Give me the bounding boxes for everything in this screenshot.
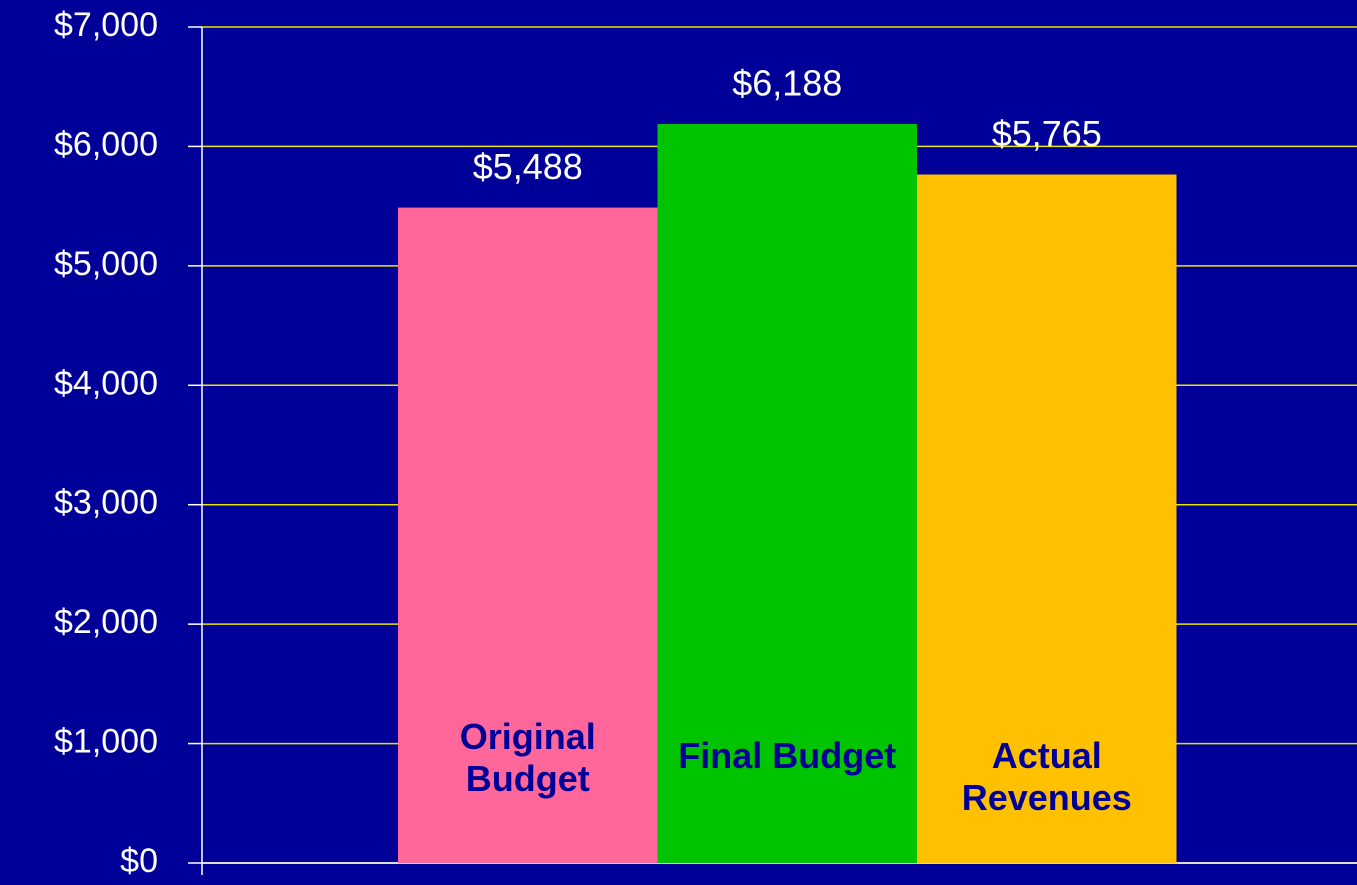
y-tick-label: $7,000 (54, 6, 158, 44)
value-label: $5,765 (992, 113, 1102, 154)
bar (917, 174, 1177, 864)
bar (398, 207, 658, 864)
y-tick-label: $1,000 (54, 723, 158, 761)
x-tick-label: Final Budget (678, 735, 897, 776)
bar (657, 123, 917, 863)
y-tick-label: $4,000 (54, 364, 158, 402)
y-tick-label: $2,000 (54, 603, 158, 641)
y-tick-label: $0 (120, 842, 158, 880)
x-tick-label: Original Budget (459, 716, 596, 799)
value-label: $6,188 (732, 62, 842, 103)
y-tick-label: $5,000 (54, 245, 158, 283)
y-tick-label: $6,000 (54, 125, 158, 163)
y-tick-label: $3,000 (54, 484, 158, 522)
x-tick-label: Actual Revenues (961, 735, 1132, 818)
value-label: $5,488 (473, 146, 583, 187)
